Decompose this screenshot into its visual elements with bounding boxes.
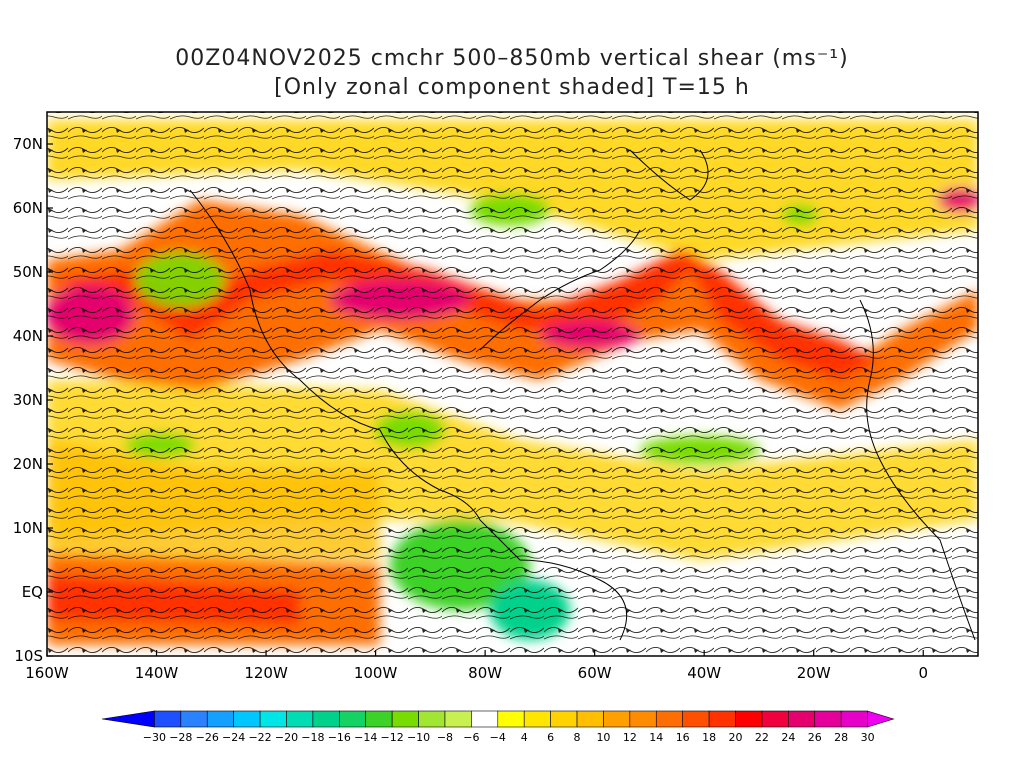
lon-tick-label: 40W [687,664,721,682]
colorbar-swatch [286,710,314,728]
colorbar: −30 −28 −26 −24 −22 −20 −18 −16 −14 −12 −10 −8 −6 −4 4… [101,710,895,744]
lat-tick-label: 60N [13,199,43,217]
colorbar-swatch [259,710,287,728]
colorbar-swatch [576,710,604,728]
colorbar-label: 8 [574,731,581,744]
colorbar-swatch [867,710,895,728]
colorbar-swatch [550,710,578,728]
lat-tick-label: 10N [13,519,43,537]
colorbar-swatch [523,710,551,728]
colorbar-swatch [471,710,499,728]
colorbar-label: 18 [702,731,716,744]
colorbar-label: 6 [547,731,554,744]
map-frame [46,111,979,657]
colorbar-label: −14 [354,731,377,744]
map-panel [47,112,978,656]
lon-tick-label: 160W [25,664,69,682]
colorbar-label: 14 [649,731,663,744]
colorbar-swatch [788,710,816,728]
colorbar-swatch [339,710,367,728]
colorbar-swatch [655,710,683,728]
colorbar-label: −6 [463,731,479,744]
coastlines [189,149,976,641]
colorbar-swatch [497,710,525,728]
colorbar-label: −8 [437,731,453,744]
colorbar-label: 20 [729,731,743,744]
colorbar-swatch [391,710,419,728]
colorbar-label: −30 [143,731,166,744]
colorbar-label: 16 [676,731,690,744]
colorbar-label: −26 [196,731,219,744]
colorbar-label: −22 [248,731,271,744]
colorbar-swatch [206,710,234,728]
colorbar-label: 10 [596,731,610,744]
lon-tick-label: 100W [354,664,398,682]
lat-tick-label: 40N [13,327,43,345]
colorbar-swatch [708,710,736,728]
colorbar-label: −20 [275,731,298,744]
chart-subtitle: [Only zonal component shaded] T=15 h [274,75,750,100]
colorbar-label: 26 [808,731,822,744]
colorbar-swatch [735,710,763,728]
colorbar-label: −12 [381,731,404,744]
streamlines-layer [47,112,978,656]
colorbar-swatch [761,710,789,728]
lat-tick-label: EQ [22,583,43,601]
lat-tick-label: 20N [13,455,43,473]
colorbar-label: 12 [623,731,637,744]
lon-tick-label: 140W [135,664,179,682]
colorbar-swatch [418,710,446,728]
lon-tick-label: 120W [244,664,288,682]
colorbar-swatch [682,710,710,728]
colorbar-swatch [101,710,155,728]
chart-title: 00Z04NOV2025 cmchr 500–850mb vertical sh… [175,46,849,71]
colorbar-label: −10 [407,731,430,744]
lon-tick-label: 0 [918,664,928,682]
colorbar-label: 22 [755,731,769,744]
colorbar-label: 30 [861,731,875,744]
colorbar-label: 28 [834,731,848,744]
lat-tick-label: 10S [14,647,43,665]
lat-tick-label: 30N [13,391,43,409]
colorbar-swatch [840,710,868,728]
colorbar-swatch [629,710,657,728]
colorbar-label: −16 [328,731,351,744]
lon-tick-label: 60W [578,664,612,682]
colorbar-label: 24 [781,731,795,744]
colorbar-label: −18 [301,731,324,744]
colorbar-swatch [180,710,208,728]
colorbar-swatch [154,710,182,728]
colorbar-label: −4 [490,731,506,744]
colorbar-swatch [444,710,472,728]
colorbar-swatch [365,710,393,728]
colorbar-label: 4 [521,731,528,744]
colorbar-swatch [233,710,261,728]
colorbar-swatch [312,710,340,728]
colorbar-label: −28 [169,731,192,744]
colorbar-swatch [814,710,842,728]
lon-tick-label: 20W [797,664,831,682]
colorbar-swatch [603,710,631,728]
colorbar-label: −24 [222,731,245,744]
lon-tick-label: 80W [468,664,502,682]
lat-tick-label: 70N [13,135,43,153]
lat-tick-label: 50N [13,263,43,281]
